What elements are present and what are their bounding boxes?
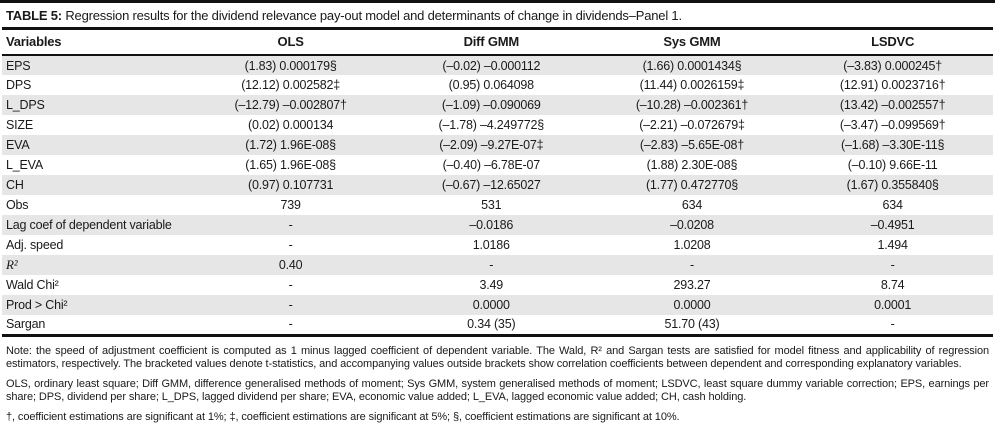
table-row: L_EVA (1.65) 1.96E-08§ (–0.40) –6.78E-07 (1… (2, 155, 993, 175)
row-label: CH (6, 178, 24, 192)
table-title: Regression results for the dividend rele… (61, 8, 682, 23)
cell-value: (–10.28) –0.002361† (635, 98, 749, 112)
cell-value: (–1.09) –0.090069 (441, 98, 541, 112)
cell-value: 1.0208 (673, 238, 711, 252)
cell-value: 3.49 (479, 278, 504, 292)
cell-value: 0.34 (35) (467, 317, 516, 332)
cell-value: - (689, 258, 694, 272)
cell-value: (1.67) 0.355840§ (846, 178, 939, 192)
cell-value: (–0.40) –6.78E-07 (442, 158, 541, 172)
table-row: Wald Chi² - 3.49 293.27 8.74 (2, 275, 993, 295)
cell-value: 634 (882, 198, 903, 212)
table-row: SIZE (0.02) 0.000134 (–1.78) –4.249772§ (–2… (2, 115, 993, 135)
row-label: Obs (6, 198, 29, 212)
cell-value: 634 (681, 198, 703, 212)
cell-value: (–0.10) 9.66E-11 (847, 158, 938, 172)
cell-value: - (288, 238, 293, 252)
column-header-lsdvc: LSDVC (792, 30, 993, 56)
cell-value: 0.40 (278, 258, 303, 272)
row-label: EVA (6, 138, 30, 152)
cell-value: (12.12) 0.002582‡ (241, 78, 340, 92)
row-label: L_EVA (6, 158, 43, 172)
cell-value: - (890, 317, 895, 332)
cell-value: 8.74 (880, 278, 905, 292)
note-paragraph: Note: the speed of adjustment coefficien… (6, 344, 989, 370)
cell-value: (1.65) 1.96E-08§ (245, 158, 336, 172)
table-row: Adj. speed - 1.0186 1.0208 1.494 (2, 235, 993, 255)
row-label: Prod > Chi² (6, 298, 68, 312)
cell-value: (1.66) 0.0001434§ (642, 58, 742, 73)
table-row: EPS (1.83) 0.000179§ (–0.02) –0.000112 (1.6… (2, 55, 993, 75)
table-row: CH (0.97) 0.107731 (–0.67) –12.65027 (1.77)… (2, 175, 993, 195)
significance-paragraph: †, coefficient estimations are significa… (6, 410, 680, 423)
cell-value: (–1.78) –4.249772§ (438, 118, 545, 132)
cell-value: (0.02) 0.000134 (247, 118, 334, 132)
cell-value: 1.0186 (472, 238, 510, 252)
row-label: Sargan (6, 317, 46, 332)
table-row: L_DPS (–12.79) –0.002807† (–1.09) –0.09006… (2, 95, 993, 115)
column-header-diff-gmm: Diff GMM (390, 30, 592, 56)
cell-value: (1.88) 2.30E-08§ (646, 158, 738, 172)
abbreviations-paragraph: OLS, ordinary least square; Diff GMM, di… (6, 377, 989, 403)
cell-value: –0.4951 (870, 218, 915, 232)
row-label: SIZE (6, 118, 33, 132)
table-row: R² 0.40 - - - (2, 255, 993, 275)
cell-value: (13.42) –0.002557† (839, 98, 946, 112)
regression-results-table: Variables OLS Diff GMM Sys GMM LSDVC EPS (1.8… (2, 30, 993, 337)
cell-value: (1.77) 0.472770§ (645, 178, 738, 192)
cell-value: –0.0186 (469, 218, 514, 232)
row-label: R² (6, 257, 18, 272)
column-header-ols: OLS (190, 30, 391, 56)
column-header-sys-gmm: Sys GMM (591, 30, 793, 56)
table-row: Obs 739 531 634 634 (2, 195, 993, 215)
cell-value: - (288, 278, 293, 292)
column-header-variables: Variables (2, 30, 191, 56)
cell-value: - (890, 258, 895, 272)
table-row: Sargan - 0.34 (35) 51.70 (43) - (2, 315, 993, 335)
cell-value: (0.97) 0.107731 (247, 178, 334, 192)
cell-value: 531 (481, 198, 502, 212)
table-caption: TABLE 5: Regression results for the divi… (2, 3, 993, 30)
cell-value: (–12.79) –0.002807† (234, 98, 347, 112)
cell-value: 1.494 (877, 238, 908, 252)
cell-value: (–0.02) –0.000112 (442, 58, 541, 73)
table-header-row: Variables OLS Diff GMM Sys GMM LSDVC (2, 30, 993, 56)
cell-value: 0.0001 (874, 298, 912, 312)
table-row: Prod > Chi² - 0.0000 0.0000 0.0001 (2, 295, 993, 315)
cell-value: 293.27 (673, 278, 711, 292)
cell-value: (1.83) 0.000179§ (244, 58, 337, 73)
cell-value: 739 (280, 198, 301, 212)
cell-value: (–1.68) –3.30E-11§ (841, 138, 945, 152)
row-label: Wald Chi² (6, 278, 59, 292)
cell-value: (–0.67) –12.65027 (441, 178, 541, 192)
table-number: TABLE 5: (6, 8, 62, 23)
cell-value: 0.0000 (673, 298, 711, 312)
table-row: Lag coef of dependent variable - –0.0186 –0… (2, 215, 993, 235)
row-label: L_DPS (6, 98, 45, 112)
table-row: EVA (1.72) 1.96E-08§ (–2.09) –9.27E-07‡ (–2… (2, 135, 993, 155)
cell-value: (0.95) 0.064098 (448, 78, 534, 92)
cell-value: 51.70 (43) (664, 317, 720, 332)
cell-value: (–3.83) 0.000245† (843, 58, 943, 73)
regression-table-figure: TABLE 5: Regression results for the divi… (0, 0, 995, 424)
cell-value: (–2.21) –0.072679‡ (639, 118, 745, 132)
cell-value: - (288, 317, 293, 332)
cell-value: (1.72) 1.96E-08§ (245, 138, 336, 152)
row-label: Adj. speed (6, 238, 64, 252)
table-footnotes: Note: the speed of adjustment coefficien… (2, 337, 993, 424)
cell-value: (12.91) 0.0023716† (839, 78, 946, 92)
table-row: DPS (12.12) 0.002582‡ (0.95) 0.064098 (11.4… (2, 75, 993, 95)
cell-value: - (489, 258, 494, 272)
row-label: Lag coef of dependent variable (6, 218, 172, 232)
row-label: DPS (6, 78, 32, 92)
cell-value: (–2.83) –5.65E-08† (639, 138, 745, 152)
cell-value: - (288, 298, 293, 312)
cell-value: 0.0000 (472, 298, 510, 312)
cell-value: (–2.09) –9.27E-07‡ (439, 138, 544, 152)
cell-value: (11.44) 0.0026159‡ (639, 78, 745, 92)
cell-value: (–3.47) –0.099569† (839, 118, 946, 132)
cell-value: - (288, 218, 293, 232)
cell-value: –0.0208 (670, 218, 714, 232)
row-label: EPS (6, 58, 31, 73)
